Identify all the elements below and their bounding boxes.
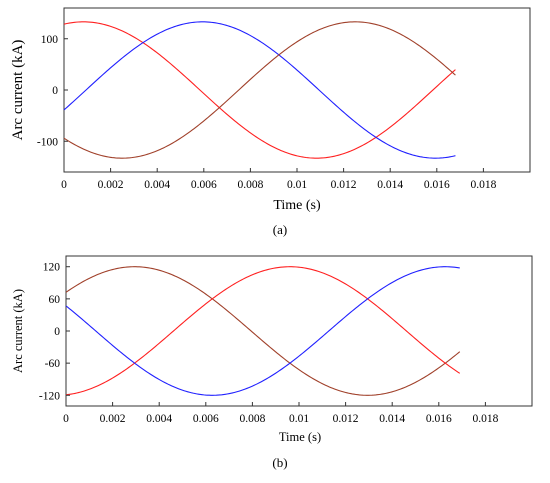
- x-tick-label-b: 0: [63, 413, 69, 425]
- x-tick-label-a: 0.014: [377, 179, 403, 191]
- x-tick-label-a: 0.004: [144, 179, 170, 191]
- y-tick-label-b: -120: [39, 390, 60, 402]
- x-tick-label-b: 0.006: [193, 413, 219, 425]
- chart-panel-a: 0 0.002 0.004 0.006 0.008 0.01 0.012 0.014 0.016…: [10, 7, 531, 237]
- x-tick-label-b: 0.018: [472, 413, 498, 425]
- panel-caption-b: (b): [272, 455, 287, 470]
- y-tick-label-b: 0: [54, 326, 60, 338]
- x-tick-label-b: 0.004: [146, 413, 172, 425]
- series-line-a-3: [63, 21, 456, 159]
- x-tick-label-b: 0.016: [426, 413, 452, 425]
- x-tick-label-a: 0.012: [331, 179, 357, 191]
- y-axis-label-b: Arc current (kA): [11, 289, 25, 373]
- x-tick-label-b: 0.014: [379, 413, 405, 425]
- series-line-a-2: [63, 21, 456, 159]
- x-tick-label-a: 0.01: [287, 179, 307, 191]
- x-tick-label-b: 0.01: [289, 413, 309, 425]
- x-tick-label-a: 0.006: [191, 179, 217, 191]
- x-tick-label-a: 0.018: [470, 179, 496, 191]
- panel-caption-a: (a): [273, 222, 287, 237]
- x-axis-label-b: Time (s): [279, 430, 321, 444]
- plot-frame-b: [65, 255, 533, 407]
- series-line-b-1: [65, 266, 461, 396]
- series-line-a-1: [63, 21, 456, 159]
- y-tick-label-a: 0: [52, 85, 58, 97]
- y-tick-label-a: -100: [37, 136, 58, 148]
- y-tick-label-b: -60: [45, 358, 61, 370]
- series-line-b-3: [65, 266, 460, 396]
- x-tick-label-a: 0.002: [98, 179, 124, 191]
- x-tick-label-a: 0.008: [237, 179, 263, 191]
- chart-panel-b: 0 0.002 0.004 0.006 0.008 0.01 0.012 0.014 0.016…: [11, 255, 533, 470]
- y-tick-label-a: 100: [41, 34, 59, 46]
- y-tick-label-b: 120: [43, 262, 61, 274]
- y-axis-label-a: Arc current (kA): [10, 40, 26, 141]
- x-tick-label-a: 0.016: [424, 179, 450, 191]
- x-axis-label-a: Time (s): [273, 198, 321, 213]
- x-tick-label-a: 0: [61, 179, 67, 191]
- x-tick-label-b: 0.002: [100, 413, 126, 425]
- plot-frame-a: [63, 7, 531, 173]
- series-line-b-2: [65, 266, 461, 396]
- x-tick-label-b: 0.008: [239, 413, 265, 425]
- x-tick-label-b: 0.012: [333, 413, 359, 425]
- y-tick-label-b: 60: [49, 294, 61, 306]
